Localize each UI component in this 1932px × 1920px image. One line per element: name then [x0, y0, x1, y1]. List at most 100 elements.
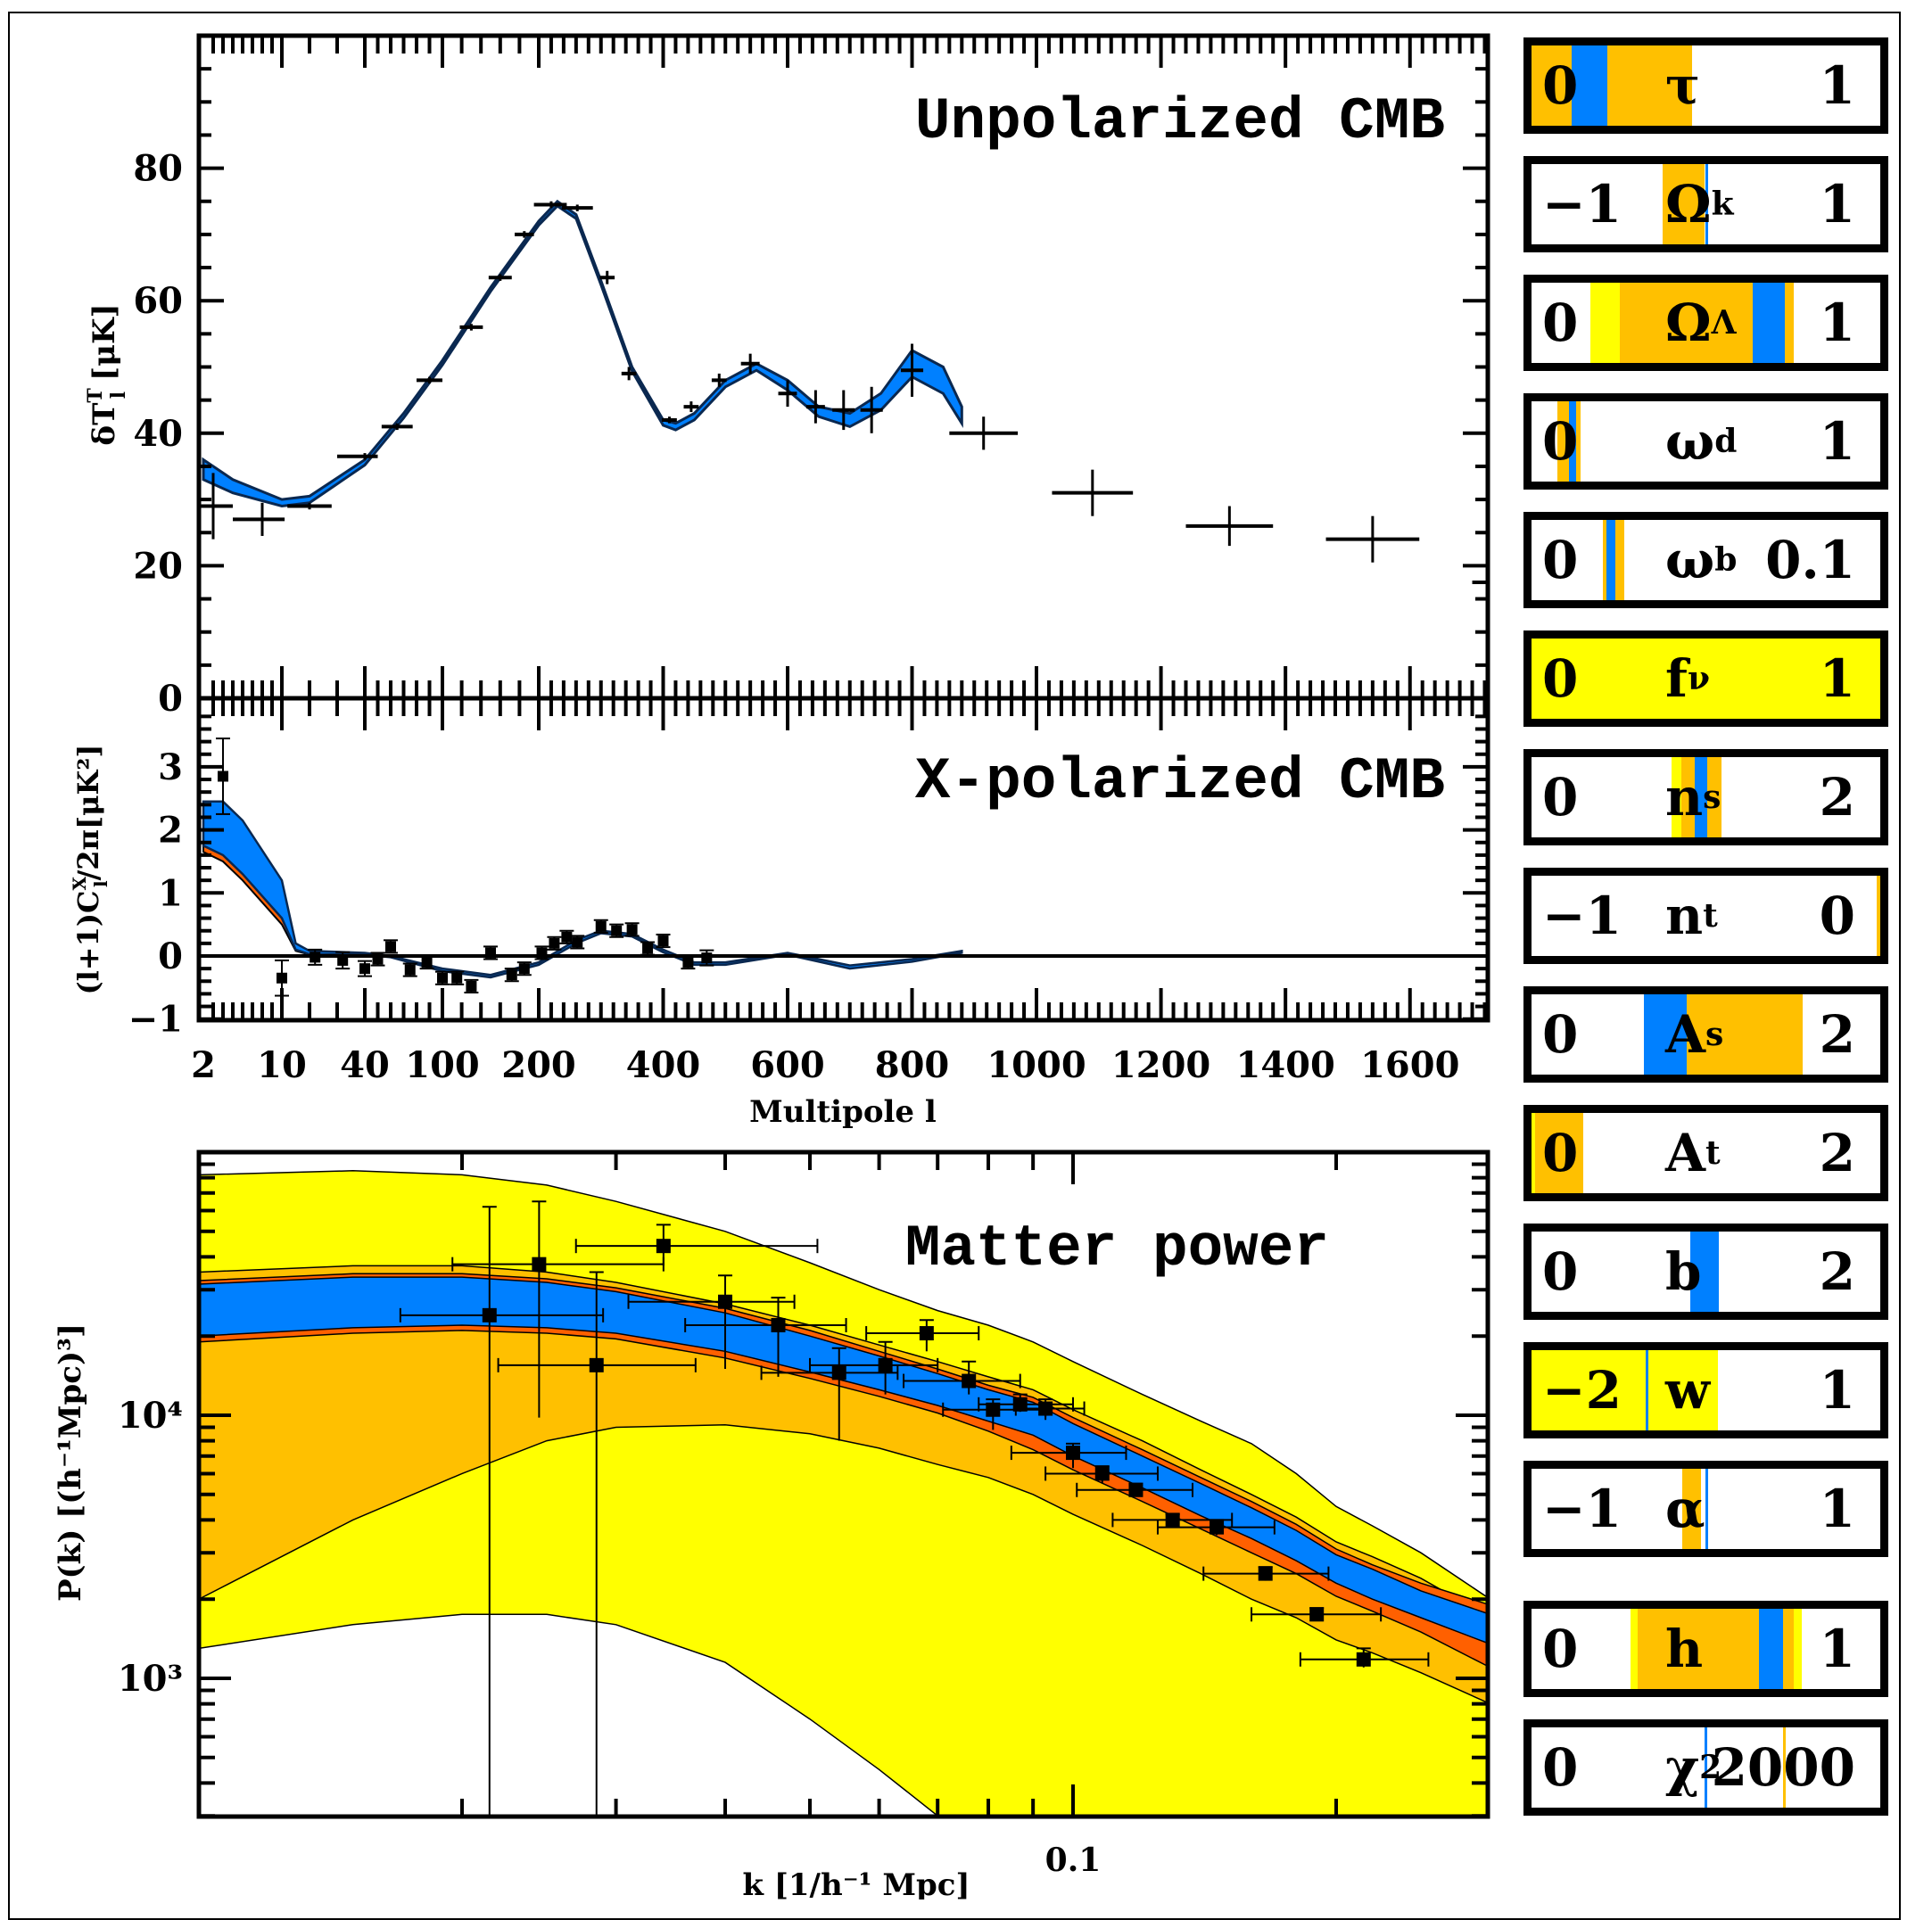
pk-frame [196, 1150, 1490, 1819]
parameter-panel: 0 h 1 [1523, 1601, 1888, 1697]
tt-title: Unpolarized CMB [915, 88, 1445, 155]
te-point [572, 936, 583, 948]
te-point [451, 972, 463, 984]
parameter-min-label: 0 [1542, 1737, 1579, 1798]
tt-data-points [199, 201, 1488, 584]
pk-ytick-label: 10³ [118, 1658, 183, 1700]
pk-point [1210, 1520, 1225, 1535]
parameter-panel: −1 α 1 [1523, 1461, 1888, 1557]
tt-ytick-label: 40 [133, 413, 183, 455]
parameter-max-label: 2 [1819, 1241, 1855, 1302]
pk-point [1356, 1652, 1371, 1667]
tt-ytick-label: 60 [133, 280, 183, 322]
te-ytick-label: 0 [158, 935, 183, 977]
parameter-min-label: 0 [1542, 411, 1579, 472]
parameter-min-label: 0 [1542, 1619, 1579, 1679]
l-tick-label: 1400 [1236, 1044, 1335, 1086]
pk-point [986, 1402, 1001, 1417]
pk-y-axis-label: P(k) [(h⁻¹Mpc)³] [53, 1323, 88, 1602]
te-ytick-label: −1 [128, 999, 183, 1041]
pk-point [1128, 1482, 1144, 1497]
l-tick-label: 40 [340, 1044, 390, 1086]
te-bands [202, 800, 963, 979]
l-tick-label: 800 [875, 1044, 950, 1086]
parameter-band-blue [1571, 45, 1608, 126]
parameter-band-yellow [1590, 283, 1621, 363]
parameter-name: α [1665, 1479, 1705, 1539]
parameter-max-label: 1 [1819, 411, 1855, 472]
pk-point [656, 1239, 671, 1254]
pk-point [1094, 1466, 1110, 1481]
parameter-max-label: 1 [1819, 1619, 1855, 1679]
pk-point [532, 1257, 547, 1272]
te-point [561, 931, 573, 943]
parameter-band-blue [1644, 994, 1687, 1075]
parameter-band-orange [1663, 164, 1705, 244]
pk-point [1066, 1446, 1080, 1461]
tt-ytick-label: 20 [133, 545, 183, 587]
pk-point [1038, 1401, 1053, 1416]
parameter-name: b [1665, 1241, 1702, 1302]
parameter-max-label: 2 [1819, 1004, 1855, 1065]
pk-bands [199, 1170, 1488, 1817]
te-point [218, 770, 228, 782]
pk-point [962, 1373, 977, 1388]
te-point [277, 972, 287, 984]
pk-x-axis-label: k [1/h⁻¹ Mpc] [742, 1867, 970, 1899]
pk-point [919, 1326, 934, 1341]
parameter-panel: 0 τ 1 [1523, 37, 1888, 134]
parameter-name: τ [1665, 55, 1701, 116]
parameter-band-blue [1606, 520, 1616, 600]
te-point [611, 925, 623, 936]
parameter-max-label: 2000 [1711, 1737, 1855, 1798]
te-point [359, 963, 370, 975]
parameter-band-yellow [1532, 1350, 1718, 1430]
pk-point [1165, 1512, 1180, 1528]
parameter-band-blue [1689, 1232, 1720, 1312]
pk-point [771, 1317, 786, 1332]
pk-point [589, 1357, 604, 1372]
parameter-min-label: 0 [1542, 293, 1579, 353]
parameter-panel: 0 ω b 0.1 [1523, 512, 1888, 608]
x-polarized-cmb-chart: −1 0 1 2 3 X-polarized CMB (l+1)CXl/2π[μK²] [69, 696, 1490, 1041]
pk-point [831, 1365, 846, 1380]
parameter-band-blue [1752, 283, 1786, 363]
parameter-min-label: 0 [1542, 1241, 1579, 1302]
parameter-band-blue [1694, 757, 1707, 837]
multipole-axis-label: Multipole l [749, 1094, 937, 1130]
tt-ytick-label: 0 [158, 678, 183, 720]
tt-y-axis-label: δTTl [μK] [84, 303, 130, 445]
parameter-band-orange [1681, 1469, 1702, 1549]
pk-point [1258, 1566, 1273, 1581]
tt-ytick-label: 80 [133, 148, 183, 190]
parameter-panel: −2 w 1 [1523, 1342, 1888, 1438]
te-point [595, 920, 607, 932]
parameter-band-orange [1534, 1113, 1583, 1193]
te-ytick-label: 1 [158, 872, 183, 914]
parameter-band-orange [1557, 401, 1581, 482]
parameter-min-label: 0 [1542, 1123, 1579, 1183]
parameter-min-label: −1 [1542, 886, 1622, 946]
pk-title: Matter power [905, 1215, 1329, 1282]
te-point [682, 957, 694, 968]
parameter-marker-blue [1704, 1727, 1707, 1808]
parameter-min-label: −1 [1542, 1479, 1622, 1539]
te-point [549, 937, 560, 949]
l-tick-label: 100 [405, 1044, 480, 1086]
te-point [657, 935, 669, 947]
parameter-max-label: 0 [1819, 886, 1855, 946]
parameter-panel: −1 n t 0 [1523, 868, 1888, 964]
parameter-max-label: 2 [1819, 767, 1855, 828]
te-point [518, 963, 530, 975]
parameter-min-label: 0 [1542, 55, 1579, 116]
